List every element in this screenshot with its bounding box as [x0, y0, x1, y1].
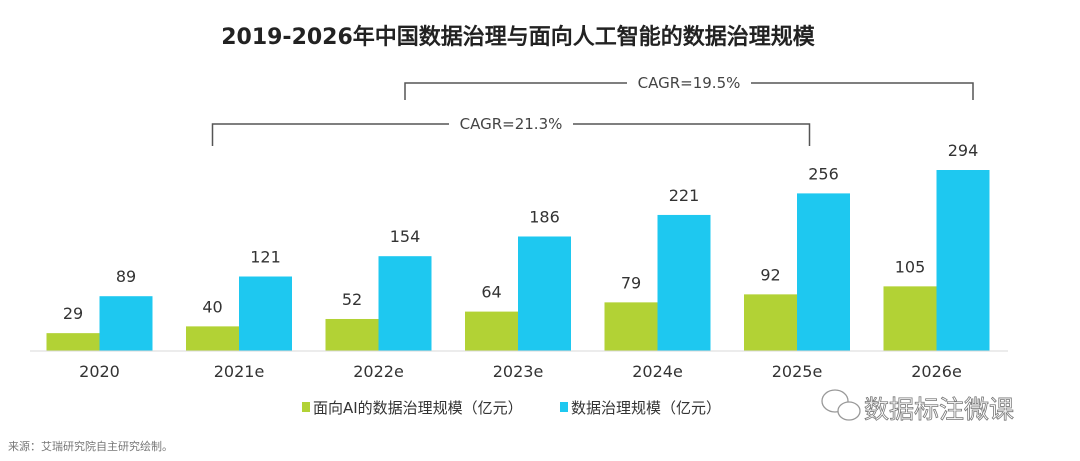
bar-total-2024e: [657, 214, 711, 351]
data-label: 186: [529, 207, 560, 226]
data-label: 105: [895, 257, 926, 276]
bar-total-2022e: [378, 256, 432, 351]
legend-label-total: 数据治理规模（亿元）: [571, 399, 721, 417]
bar-total-2021e: [239, 276, 292, 351]
x-tick-label: 2025e: [772, 362, 823, 381]
x-tick-label: 2024e: [632, 362, 683, 381]
source-note: 来源：艾瑞研究院自主研究绘制。: [8, 439, 173, 453]
chart-title: 2019-2026年中国数据治理与面向人工智能的数据治理规模: [221, 24, 816, 50]
x-tick-label: 2022e: [353, 362, 404, 381]
data-label: 121: [250, 248, 281, 267]
bar-ai-2023e: [465, 311, 518, 351]
bar-total-2026e: [936, 170, 990, 351]
x-tick-label: 2020: [79, 362, 120, 381]
cagr-label: CAGR=21.3%: [460, 115, 563, 133]
bar-total-2023e: [518, 236, 571, 351]
data-label: 294: [948, 141, 979, 160]
data-label: 52: [342, 290, 362, 309]
watermark: 数据标注微课: [821, 389, 1014, 424]
data-label: 92: [760, 265, 780, 284]
bar-total-2020: [99, 296, 153, 351]
bar-ai-2020: [46, 333, 100, 351]
data-label: 79: [621, 273, 641, 292]
wechat-icon: [821, 389, 861, 421]
x-tick-label: 2026e: [911, 362, 962, 381]
legend-swatch-total: [560, 402, 568, 412]
cagr-bracket: [404, 82, 974, 100]
legend-swatch-ai: [302, 402, 310, 412]
x-tick-label: 2023e: [493, 362, 544, 381]
bar-ai-2021e: [186, 326, 239, 351]
bar-ai-2024e: [604, 302, 658, 351]
data-label: 256: [808, 164, 839, 183]
cagr-bracket: [211, 123, 811, 146]
bar-ai-2025e: [744, 294, 797, 351]
data-label: 89: [116, 267, 136, 286]
bar-ai-2022e: [325, 318, 379, 351]
cagr-label: CAGR=19.5%: [638, 74, 741, 92]
legend-label-ai: 面向AI的数据治理规模（亿元）: [313, 399, 523, 417]
legend: 面向AI的数据治理规模（亿元） 数据治理规模（亿元）: [302, 399, 721, 417]
data-label: 64: [481, 283, 501, 302]
x-tick-label: 2021e: [214, 362, 265, 381]
watermark-text: 数据标注微课: [864, 395, 1014, 424]
data-label: 154: [390, 227, 421, 246]
bar-ai-2026e: [883, 286, 937, 351]
data-label: 29: [63, 304, 83, 323]
bar-total-2025e: [797, 193, 850, 351]
data-label: 221: [669, 186, 700, 205]
data-label: 40: [202, 297, 222, 316]
